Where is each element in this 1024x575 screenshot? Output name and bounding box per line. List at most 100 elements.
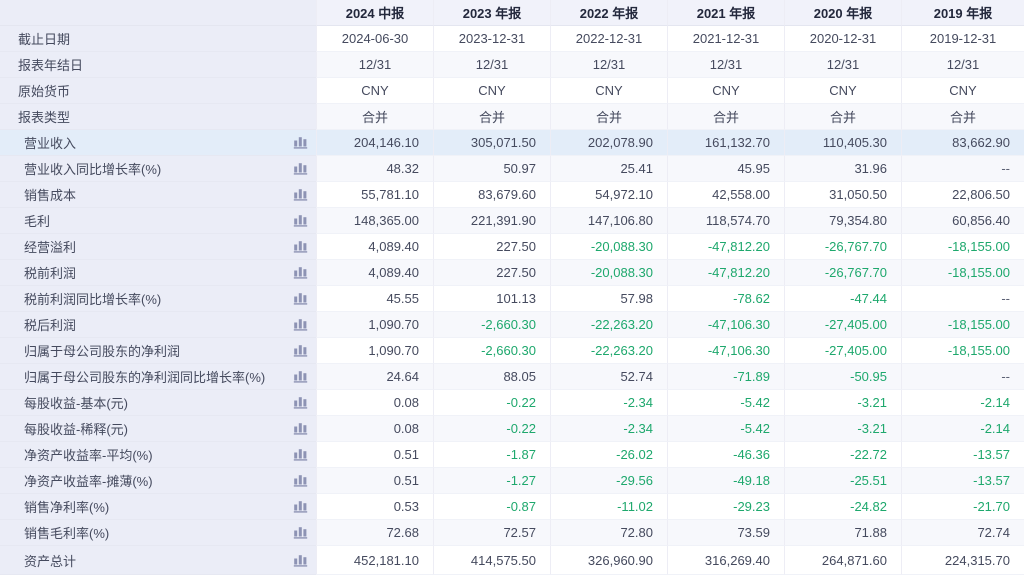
value-cell: 合并: [901, 104, 1024, 130]
row-label-cell: 税后利润: [0, 312, 316, 338]
table-row[interactable]: 截止日期 2024-06-30 2023-12-31 2022-12-31 2021-1…: [0, 26, 1024, 52]
row-label: 营业收入: [24, 136, 77, 151]
value-cell: -22.72: [784, 442, 901, 468]
row-label-cell: 净资产收益率-摊薄(%): [0, 468, 316, 494]
table-row[interactable]: 归属于母公司股东的净利润同比增长率(%) 24.64 88.05 52.74 -71.8…: [0, 364, 1024, 390]
row-label: 归属于母公司股东的净利润: [24, 344, 181, 359]
row-label: 报表年结日: [18, 58, 84, 73]
row-label-cell: 净资产收益率-平均(%): [0, 442, 316, 468]
value-cell: 227.50: [433, 260, 550, 286]
column-header-2023年报: 2023 年报: [433, 0, 550, 26]
bar-chart-icon[interactable]: [293, 240, 308, 253]
bar-chart-icon[interactable]: [293, 318, 308, 331]
value-cell: CNY: [316, 78, 433, 104]
table-row[interactable]: 报表年结日 12/31 12/31 12/31 12/31 12/31 12/31: [0, 52, 1024, 78]
bar-chart-icon[interactable]: [293, 422, 308, 435]
table-row[interactable]: 归属于母公司股东的净利润 1,090.70 -2,660.30 -22,263.20-…: [0, 338, 1024, 364]
value-cell: 12/31: [316, 52, 433, 78]
row-label-cell: 报表类型: [0, 104, 316, 130]
table-row[interactable]: 净资产收益率-摊薄(%) 0.51 -1.27 -29.56 -49.18 -25.51-…: [0, 468, 1024, 494]
value-cell: -47,106.30: [667, 338, 784, 364]
row-label-cell: 每股收益-基本(元): [0, 390, 316, 416]
bar-chart-icon[interactable]: [293, 554, 308, 567]
table-row[interactable]: 每股收益-稀释(元) 0.08 -0.22 -2.34 -5.42 -3.21 -2.14: [0, 416, 1024, 442]
value-cell: -0.87: [433, 494, 550, 520]
value-cell: CNY: [550, 78, 667, 104]
table-row[interactable]: 经营溢利 4,089.40 227.50 -20,088.30 -47,812.20 -2…: [0, 234, 1024, 260]
value-cell: -27,405.00: [784, 338, 901, 364]
value-cell: 326,960.90: [550, 546, 667, 575]
value-cell: -5.42: [667, 416, 784, 442]
value-cell: 305,071.50: [433, 130, 550, 156]
table-row[interactable]: 原始货币 CNY CNY CNY CNY CNY CNY: [0, 78, 1024, 104]
table-row[interactable]: 报表类型 合并 合并 合并 合并 合并 合并: [0, 104, 1024, 130]
value-cell: 合并: [667, 104, 784, 130]
bar-chart-icon[interactable]: [293, 292, 308, 305]
value-cell: 72.74: [901, 520, 1024, 546]
value-cell: -18,155.00: [901, 260, 1024, 286]
value-cell: 45.95: [667, 156, 784, 182]
value-cell: -20,088.30: [550, 234, 667, 260]
row-label: 每股收益-基本(元): [24, 396, 128, 411]
bar-chart-icon[interactable]: [293, 370, 308, 383]
table-row[interactable]: 资产总计 452,181.10 414,575.50 326,960.90 316,26…: [0, 546, 1024, 575]
value-cell: -2.14: [901, 390, 1024, 416]
value-cell: 60,856.40: [901, 208, 1024, 234]
value-cell: 147,106.80: [550, 208, 667, 234]
table-row[interactable]: 每股收益-基本(元) 0.08 -0.22 -2.34 -5.42 -3.21 -2.14: [0, 390, 1024, 416]
value-cell: 4,089.40: [316, 260, 433, 286]
table-row[interactable]: 净资产收益率-平均(%) 0.51 -1.87 -26.02 -46.36 -22.72-…: [0, 442, 1024, 468]
value-cell: 88.05: [433, 364, 550, 390]
bar-chart-icon[interactable]: [293, 396, 308, 409]
value-cell: 42,558.00: [667, 182, 784, 208]
value-cell: -18,155.00: [901, 338, 1024, 364]
table-row[interactable]: 营业收入 204,146.10 305,071.50 202,078.90 161,13…: [0, 130, 1024, 156]
bar-chart-icon[interactable]: [293, 136, 308, 149]
table-row[interactable]: 税前利润 4,089.40 227.50 -20,088.30 -47,812.20 -2…: [0, 260, 1024, 286]
value-cell: 合并: [550, 104, 667, 130]
bar-chart-icon[interactable]: [293, 344, 308, 357]
table-row[interactable]: 销售成本 55,781.10 83,679.60 54,972.10 42,558.00…: [0, 182, 1024, 208]
table-row[interactable]: 营业收入同比增长率(%) 48.32 50.97 25.41 45.95 31.96 --: [0, 156, 1024, 182]
bar-chart-icon[interactable]: [293, 162, 308, 175]
header-corner-cell: [0, 0, 316, 26]
value-cell: -18,155.00: [901, 234, 1024, 260]
bar-chart-icon[interactable]: [293, 500, 308, 513]
bar-chart-icon[interactable]: [293, 474, 308, 487]
bar-chart-icon[interactable]: [293, 214, 308, 227]
value-cell: CNY: [433, 78, 550, 104]
bar-chart-icon[interactable]: [293, 448, 308, 461]
value-cell: -24.82: [784, 494, 901, 520]
table-row[interactable]: 销售毛利率(%) 72.68 72.57 72.80 73.59 71.88 72.74: [0, 520, 1024, 546]
bar-chart-icon[interactable]: [293, 266, 308, 279]
value-cell: 12/31: [901, 52, 1024, 78]
value-cell: 414,575.50: [433, 546, 550, 575]
bar-chart-icon[interactable]: [293, 526, 308, 539]
table-row[interactable]: 毛利 148,365.00 221,391.90 147,106.80 118,574.…: [0, 208, 1024, 234]
row-label-cell: 销售成本: [0, 182, 316, 208]
value-cell: 31.96: [784, 156, 901, 182]
value-cell: -2.34: [550, 416, 667, 442]
row-label-cell: 营业收入: [0, 130, 316, 156]
row-label-cell: 截止日期: [0, 26, 316, 52]
value-cell: -29.56: [550, 468, 667, 494]
row-label-cell: 归属于母公司股东的净利润同比增长率(%): [0, 364, 316, 390]
value-cell: 202,078.90: [550, 130, 667, 156]
value-cell: 4,089.40: [316, 234, 433, 260]
row-label: 税前利润: [24, 266, 77, 281]
value-cell: 31,050.50: [784, 182, 901, 208]
value-cell: -25.51: [784, 468, 901, 494]
table-row[interactable]: 销售净利率(%) 0.53 -0.87 -11.02 -29.23 -24.82 -21.7…: [0, 494, 1024, 520]
value-cell: -11.02: [550, 494, 667, 520]
row-label-cell: 毛利: [0, 208, 316, 234]
value-cell: CNY: [901, 78, 1024, 104]
table-row[interactable]: 税后利润 1,090.70 -2,660.30 -22,263.20 -47,106.3…: [0, 312, 1024, 338]
value-cell: -22,263.20: [550, 312, 667, 338]
column-header-2021年报: 2021 年报: [667, 0, 784, 26]
column-header-2022年报: 2022 年报: [550, 0, 667, 26]
row-label: 经营溢利: [24, 240, 77, 255]
value-cell: -26.02: [550, 442, 667, 468]
value-cell: -18,155.00: [901, 312, 1024, 338]
bar-chart-icon[interactable]: [293, 188, 308, 201]
table-row[interactable]: 税前利润同比增长率(%) 45.55 101.13 57.98 -78.62 -47.44…: [0, 286, 1024, 312]
